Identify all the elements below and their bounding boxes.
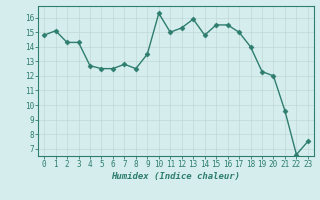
X-axis label: Humidex (Indice chaleur): Humidex (Indice chaleur) [111, 172, 241, 181]
